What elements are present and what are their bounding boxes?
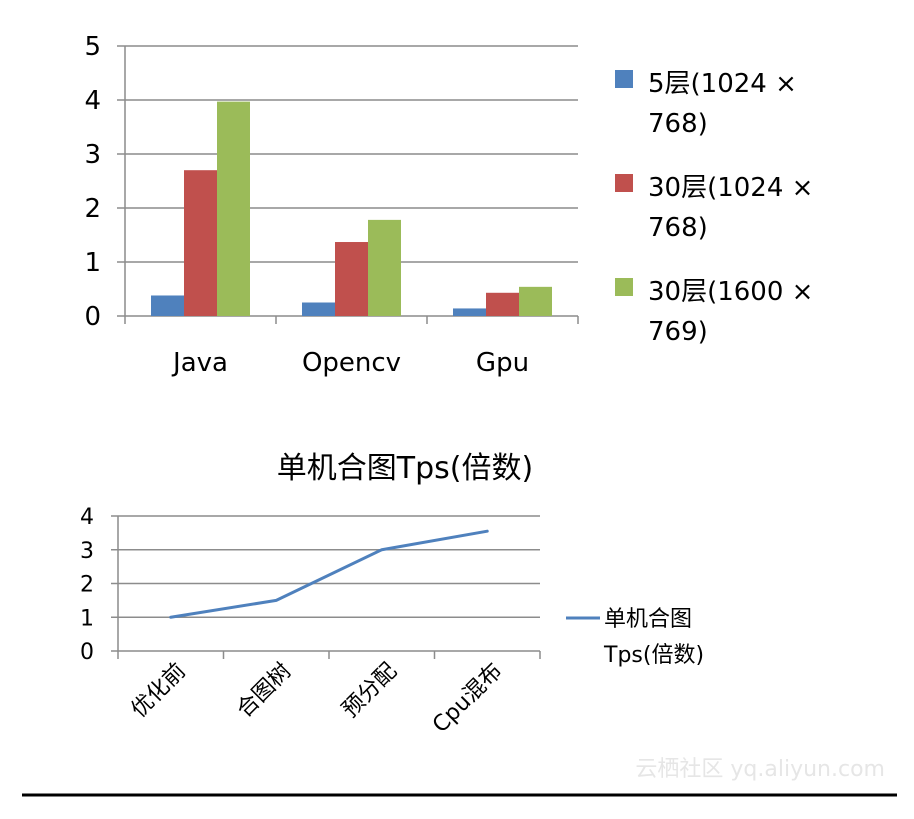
legend-swatch	[615, 174, 633, 192]
y-tick-label: 0	[80, 640, 94, 665]
bar	[302, 302, 335, 316]
bar	[486, 292, 519, 316]
category-label: 合图树	[232, 659, 296, 723]
chart-title: 单机合图Tps(倍数)	[277, 451, 533, 486]
y-tick-label: 2	[80, 573, 94, 598]
category-label: Gpu	[476, 348, 529, 378]
y-tick-label: 4	[84, 86, 101, 116]
bar	[368, 219, 401, 316]
legend-swatch	[615, 278, 633, 296]
bar	[151, 295, 184, 316]
y-tick-label: 4	[80, 505, 94, 530]
y-tick-label: 2	[84, 194, 101, 224]
legend-label: 5层(1024 ×	[648, 69, 797, 99]
category-label: Java	[171, 348, 228, 378]
legend-label: 769)	[648, 317, 708, 347]
category-label: Opencv	[302, 348, 401, 378]
category-label: 预分配	[338, 659, 402, 723]
category-label: Cpu混布	[428, 659, 507, 738]
legend-label: 30层(1600 ×	[648, 277, 813, 307]
legend-label: Tps(倍数)	[603, 643, 704, 668]
y-tick-label: 5	[84, 32, 101, 62]
bar	[453, 308, 486, 316]
watermark-text: 云栖社区 yq.aliyun.com	[635, 757, 885, 782]
y-tick-label: 1	[84, 248, 101, 278]
y-tick-label: 3	[84, 140, 101, 170]
y-tick-label: 3	[80, 539, 94, 564]
legend-label: 单机合图	[604, 607, 692, 632]
bar	[519, 286, 552, 316]
y-tick-label: 1	[80, 606, 94, 631]
legend-swatch	[615, 70, 633, 88]
category-label: 优化前	[127, 659, 191, 723]
bar-chart: 0 1 2 3 4 5 Java Opencv Gpu 5层(1024 × 768) 30层(1024…	[84, 32, 813, 378]
legend-label: 768)	[648, 213, 708, 243]
bar	[335, 242, 368, 316]
legend-label: 768)	[648, 109, 708, 139]
bar	[184, 170, 217, 316]
bar	[217, 101, 250, 317]
series-line	[169, 529, 489, 619]
y-tick-label: 0	[84, 302, 101, 332]
legend-label: 30层(1024 ×	[648, 173, 813, 203]
